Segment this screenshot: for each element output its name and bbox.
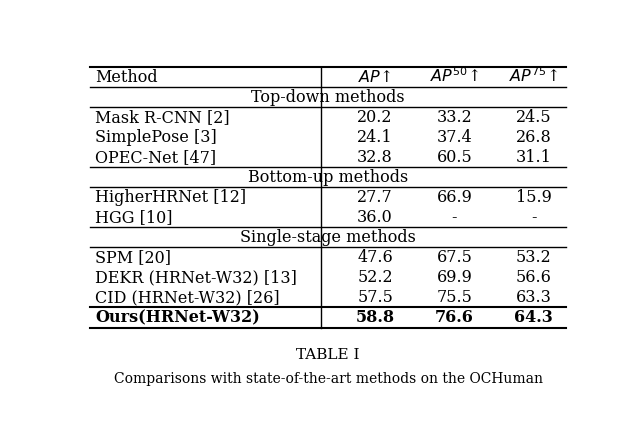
Text: HigherHRNet [12]: HigherHRNet [12] <box>95 189 246 206</box>
Text: SimplePose [3]: SimplePose [3] <box>95 129 216 146</box>
Text: DEKR (HRNet-W32) [13]: DEKR (HRNet-W32) [13] <box>95 269 297 286</box>
Text: 76.6: 76.6 <box>435 309 474 326</box>
Text: 56.6: 56.6 <box>516 269 552 286</box>
Text: 67.5: 67.5 <box>436 249 472 266</box>
Text: CID (HRNet-W32) [26]: CID (HRNet-W32) [26] <box>95 289 280 306</box>
Text: 37.4: 37.4 <box>436 129 472 146</box>
Text: 32.8: 32.8 <box>357 149 393 166</box>
Text: 33.2: 33.2 <box>436 109 472 125</box>
Text: -: - <box>531 209 536 226</box>
Text: 20.2: 20.2 <box>357 109 393 125</box>
Text: 53.2: 53.2 <box>516 249 552 266</box>
Text: 31.1: 31.1 <box>516 149 552 166</box>
Text: 26.8: 26.8 <box>516 129 552 146</box>
Text: 69.9: 69.9 <box>436 269 472 286</box>
Text: 57.5: 57.5 <box>357 289 393 306</box>
Text: Ours(HRNet-W32): Ours(HRNet-W32) <box>95 309 260 326</box>
Text: 15.9: 15.9 <box>516 189 552 206</box>
Text: Mask R-CNN [2]: Mask R-CNN [2] <box>95 109 230 125</box>
Text: 47.6: 47.6 <box>357 249 393 266</box>
Text: 24.5: 24.5 <box>516 109 552 125</box>
Text: TABLE I: TABLE I <box>296 348 360 362</box>
Text: Single-stage methods: Single-stage methods <box>240 229 416 246</box>
Text: 52.2: 52.2 <box>357 269 393 286</box>
Text: Bottom-up methods: Bottom-up methods <box>248 169 408 186</box>
Text: 64.3: 64.3 <box>515 309 553 326</box>
Text: $\mathit{AP}^{75}$↑: $\mathit{AP}^{75}$↑ <box>509 68 559 86</box>
Text: SPM [20]: SPM [20] <box>95 249 171 266</box>
Text: 36.0: 36.0 <box>357 209 393 226</box>
Text: Method: Method <box>95 69 157 85</box>
Text: 63.3: 63.3 <box>516 289 552 306</box>
Text: OPEC-Net [47]: OPEC-Net [47] <box>95 149 216 166</box>
Text: Top-down methods: Top-down methods <box>251 89 405 105</box>
Text: 27.7: 27.7 <box>357 189 393 206</box>
Text: 75.5: 75.5 <box>436 289 472 306</box>
Text: Comparisons with state-of-the-art methods on the OCHuman: Comparisons with state-of-the-art method… <box>113 372 543 386</box>
Text: HGG [10]: HGG [10] <box>95 209 172 226</box>
Text: $\mathit{AP}$↑: $\mathit{AP}$↑ <box>358 69 392 85</box>
Text: 58.8: 58.8 <box>356 309 395 326</box>
Text: 60.5: 60.5 <box>436 149 472 166</box>
Text: 66.9: 66.9 <box>436 189 472 206</box>
Text: 24.1: 24.1 <box>357 129 393 146</box>
Text: $\mathit{AP}^{50}$↑: $\mathit{AP}^{50}$↑ <box>430 68 479 86</box>
Text: -: - <box>452 209 457 226</box>
